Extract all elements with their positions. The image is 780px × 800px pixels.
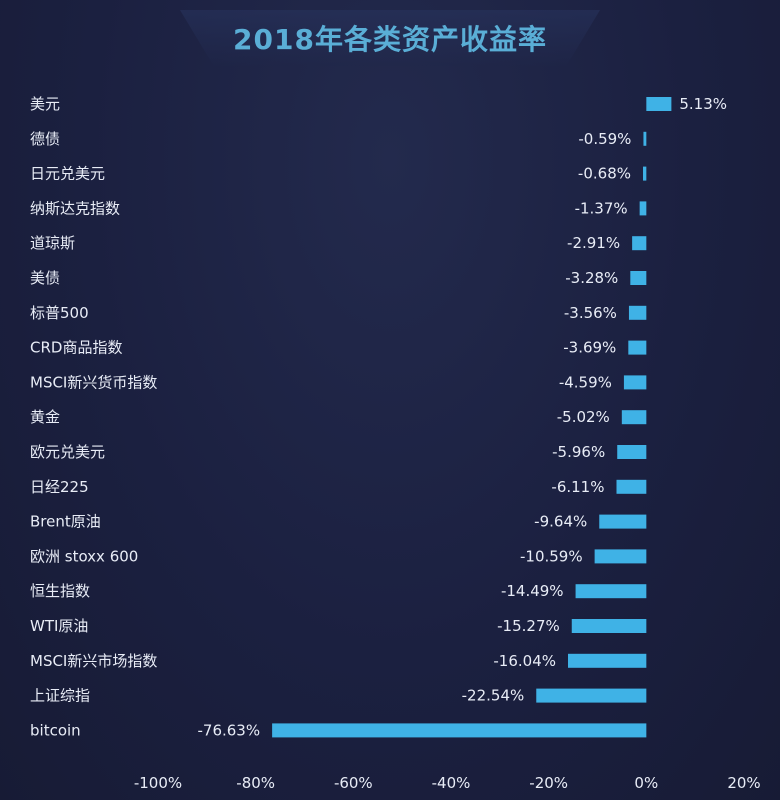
bar [571,619,647,633]
chart-title: 2018年各类资产收益率 [233,23,547,56]
category-label: MSCI新兴货币指数 [30,373,157,391]
value-label: -1.37% [575,199,628,217]
category-label: 日元兑美元 [30,165,105,183]
bar [628,305,647,320]
x-tick-label: -80% [236,774,275,792]
bar [616,479,647,494]
x-tick-label: -40% [432,774,471,792]
bar [630,271,647,285]
category-label: 上证综指 [30,687,90,705]
bar [632,236,647,251]
value-label: 5.13% [679,95,727,113]
bar [599,514,647,529]
bar [643,131,647,146]
bar [643,166,647,181]
value-label: -15.27% [497,617,560,635]
value-label: -6.11% [551,478,604,496]
bars-layer: 美元 5.13% 德债 -0.59% 日元兑美元 -0.68% 纳斯达克指数 -1.37% 道琼… [30,95,727,739]
x-tick-label: 0% [634,774,658,792]
value-label: -5.02% [557,408,610,426]
bar [575,584,647,599]
category-label: CRD商品指数 [30,339,122,357]
value-label: -4.59% [559,373,612,391]
category-label: 美债 [30,269,60,287]
category-label: bitcoin [30,721,81,739]
x-tick-label: -100% [134,774,182,792]
category-label: MSCI新兴市场指数 [30,652,157,670]
value-label: -3.56% [564,304,617,322]
value-label: -9.64% [534,513,587,531]
category-label: WTI原油 [30,617,88,635]
value-label: -16.04% [493,652,556,670]
category-label: 德债 [30,130,60,148]
value-label: -2.91% [567,234,620,252]
category-label: 纳斯达克指数 [30,199,120,217]
bar [623,375,647,390]
category-label: 欧元兑美元 [30,443,105,461]
category-label: 标普500 [30,304,89,322]
value-label: -0.59% [578,130,631,148]
value-label: -5.96% [552,443,605,461]
x-tick-label: -20% [529,774,568,792]
bar [646,97,672,111]
category-label: 恒生指数 [30,582,90,600]
category-label: 日经225 [30,478,89,496]
bar [639,201,647,216]
bar [594,549,647,564]
value-label: -0.68% [578,165,631,183]
bar [617,445,647,459]
value-label: -3.69% [563,339,616,357]
value-label: -22.54% [462,687,525,705]
title-banner [180,10,600,66]
x-tick-label: 20% [727,774,760,792]
category-label: 欧洲 stoxx 600 [30,547,138,565]
category-label: 美元 [30,95,60,113]
bar [272,723,647,738]
x-axis: -100% -80% -60% -40% -20% 0% 20% [134,774,761,792]
x-tick-label: -60% [334,774,373,792]
value-label: -3.28% [565,269,618,287]
value-label: -14.49% [501,582,564,600]
category-label: 黄金 [30,408,60,426]
bar [628,340,647,355]
bar [536,688,647,703]
bar [568,653,647,668]
bar [621,410,647,425]
category-label: 道琼斯 [30,234,75,252]
category-label: Brent原油 [30,513,101,531]
value-label: -10.59% [520,547,583,565]
value-label: -76.63% [198,721,261,739]
